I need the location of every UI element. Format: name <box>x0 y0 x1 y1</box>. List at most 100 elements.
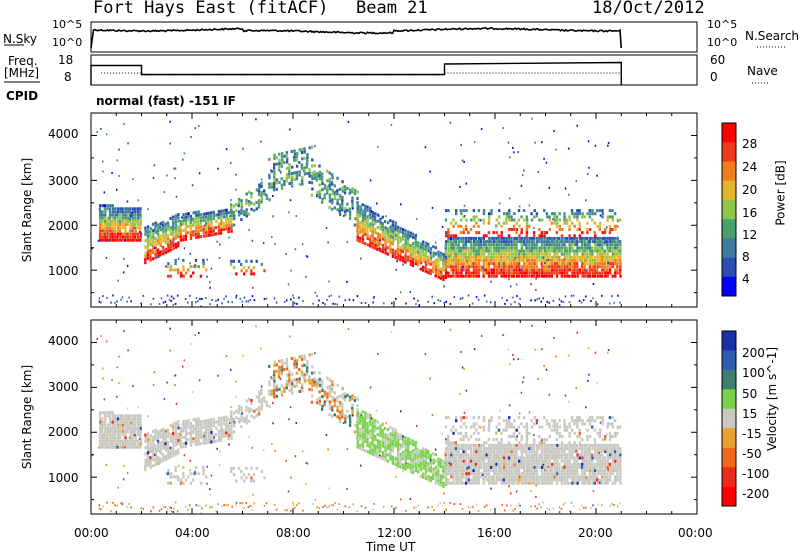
power-cell <box>391 226 395 230</box>
power-cell <box>341 199 344 203</box>
power-cell <box>469 271 473 275</box>
power-cell <box>113 232 117 236</box>
velocity-cell <box>134 439 137 443</box>
velocity-cell <box>144 439 147 443</box>
power-cell <box>490 252 493 256</box>
power-cell <box>358 224 362 228</box>
power-speckle <box>370 210 373 213</box>
velocity-cell <box>553 472 556 476</box>
velocity-cell <box>611 462 614 466</box>
power-cell <box>321 182 324 185</box>
velocity-cell <box>177 432 180 436</box>
velocity-cell <box>472 425 476 429</box>
velocity-cell <box>487 472 491 476</box>
power-speckle <box>588 166 590 169</box>
velocity-cell <box>533 441 536 445</box>
velocity-cell <box>439 461 442 465</box>
power-cell <box>131 216 135 220</box>
velocity-cell <box>553 469 556 473</box>
power-cell <box>505 271 508 275</box>
velocity-cell <box>472 453 476 457</box>
power-cell <box>121 235 125 239</box>
power-cell <box>616 258 619 262</box>
power-cell <box>346 208 349 212</box>
velocity-cell <box>487 443 491 447</box>
power-cell <box>424 241 428 245</box>
power-cell <box>447 209 450 213</box>
velocity-cell <box>101 430 104 433</box>
power-cell <box>301 182 304 186</box>
power-cell <box>336 208 339 212</box>
velocity-cell <box>204 431 208 435</box>
velocity-cell <box>467 456 471 460</box>
power-cell <box>613 224 617 228</box>
velocity-cell <box>232 466 235 470</box>
power-cell <box>543 246 546 250</box>
power-cell <box>323 183 327 187</box>
velocity-cell <box>502 456 506 460</box>
velocity-cell <box>616 447 620 451</box>
power-cell <box>212 210 215 214</box>
velocity-cell <box>159 432 162 436</box>
velocity-cell <box>422 472 425 476</box>
power-cell <box>560 271 564 275</box>
power-cell <box>566 274 569 278</box>
velocity-cell <box>528 453 531 457</box>
velocity-cell <box>548 443 551 447</box>
velocity-cell <box>146 460 150 464</box>
velocity-cell <box>482 456 485 460</box>
velocity-cell <box>551 456 554 460</box>
velocity-cell <box>525 435 529 438</box>
velocity-cell <box>195 424 198 428</box>
velocity-cell <box>614 459 617 463</box>
velocity-speckle <box>152 383 155 386</box>
velocity-cell <box>528 459 531 463</box>
power-cell <box>490 271 493 275</box>
power-cell <box>217 210 221 213</box>
power-cell <box>396 247 400 251</box>
velocity-cell <box>556 469 559 473</box>
power-cell <box>540 265 544 269</box>
velocity-cell <box>217 420 220 424</box>
velocity-cell <box>530 459 534 463</box>
power-cell <box>477 218 481 222</box>
power-cell <box>358 211 362 215</box>
velocity-cell <box>356 397 359 401</box>
velocity-cell <box>460 459 463 463</box>
power-cell <box>507 274 511 278</box>
power-speckle <box>197 300 199 303</box>
power-cell <box>219 231 223 235</box>
power-cell <box>611 228 614 231</box>
power-speckle <box>572 294 575 297</box>
velocity-cell <box>470 469 473 473</box>
power-cell <box>151 244 155 248</box>
power-cell <box>376 219 379 223</box>
velocity-cell <box>568 431 571 435</box>
velocity-cell <box>111 442 114 446</box>
power-speckle <box>243 296 246 299</box>
power-speckle <box>513 151 515 154</box>
power-cell <box>507 215 511 219</box>
velocity-cell <box>548 459 551 463</box>
velocity-cell <box>366 444 369 448</box>
power-speckle <box>385 215 387 218</box>
power-cell <box>356 213 359 217</box>
velocity-cell <box>182 445 185 449</box>
power-cell <box>442 259 445 263</box>
velocity-cell <box>419 449 423 453</box>
power-cell <box>447 252 450 256</box>
power-cell <box>341 180 344 184</box>
velocity-cell <box>576 478 579 482</box>
power-cell <box>439 267 443 271</box>
power-cell <box>475 231 478 235</box>
velocity-cell <box>616 478 619 482</box>
velocity-cell <box>477 475 481 479</box>
power-cell <box>202 262 205 266</box>
power-cell <box>616 246 619 250</box>
power-cell <box>546 243 549 247</box>
power-cell <box>573 240 577 244</box>
velocity-cell <box>490 475 493 479</box>
power-cell <box>548 236 551 240</box>
power-cell <box>545 262 549 266</box>
power-cell <box>472 271 475 275</box>
